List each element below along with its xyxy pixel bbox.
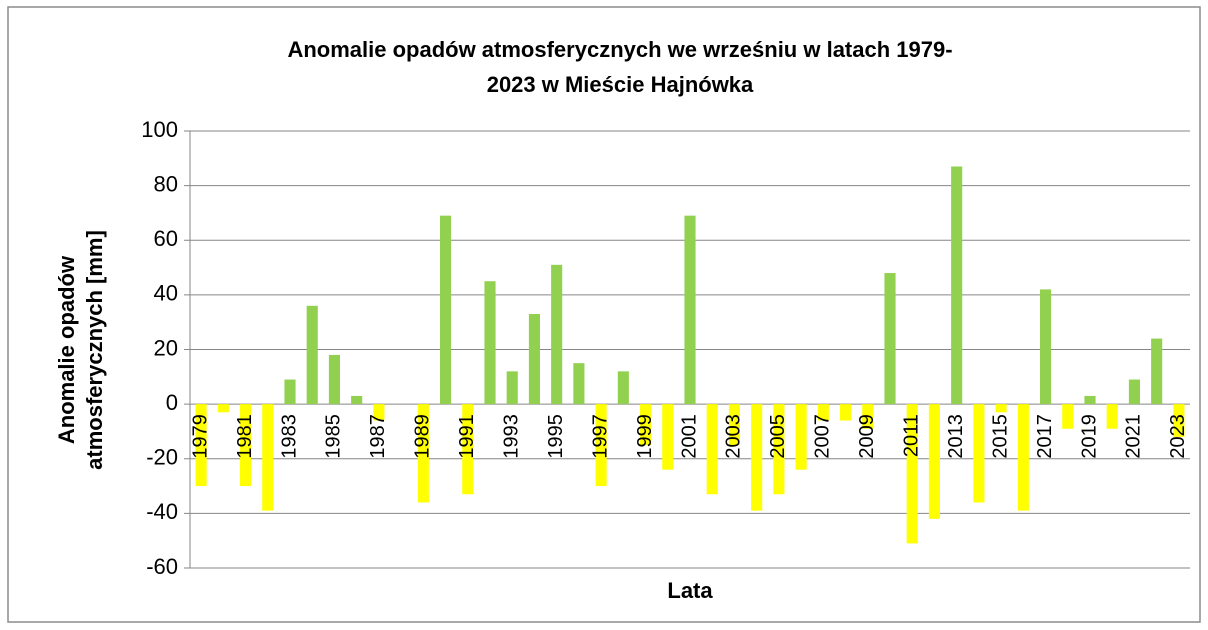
y-tick-label: -20 <box>146 445 178 470</box>
bar <box>1173 404 1185 437</box>
x-tick-label: 1999 <box>634 414 656 459</box>
bar <box>262 404 274 511</box>
chart-title: Anomalie opadów atmosferycznych we wrześ… <box>287 37 952 62</box>
bar <box>195 404 207 487</box>
x-tick-label: 2007 <box>812 414 834 459</box>
x-tick-label: 2009 <box>856 414 878 459</box>
bar <box>928 404 940 519</box>
bar <box>773 404 785 495</box>
bar <box>328 354 340 405</box>
bar <box>1040 289 1052 405</box>
bar <box>306 305 318 405</box>
bar <box>751 404 763 511</box>
bar <box>595 404 607 487</box>
bar <box>817 404 829 421</box>
x-tick-label: 1987 <box>367 414 389 459</box>
bar <box>217 404 229 413</box>
y-tick-label: -40 <box>146 499 178 524</box>
bar <box>440 215 452 405</box>
bar <box>484 281 496 405</box>
x-tick-label: 1981 <box>234 414 256 459</box>
x-tick-label: 1997 <box>589 414 611 459</box>
y-axis-title: Anomalie opadów <box>54 255 79 444</box>
y-tick-label: 60 <box>154 226 178 251</box>
bar <box>640 404 652 446</box>
x-tick-label: 2013 <box>945 414 967 459</box>
x-tick-label: 2017 <box>1034 414 1056 459</box>
bar <box>1106 404 1118 429</box>
bar <box>884 273 896 405</box>
x-tick-label: 1995 <box>545 414 567 459</box>
bar <box>973 404 985 503</box>
bar <box>351 395 363 405</box>
chart-title: 2023 w Mieście Hajnówka <box>487 72 754 97</box>
y-tick-label: 80 <box>154 171 178 196</box>
bar <box>795 404 807 470</box>
bar <box>284 379 296 405</box>
bar <box>728 404 740 446</box>
bar <box>1017 404 1029 511</box>
bar <box>951 166 963 405</box>
bar <box>862 404 874 429</box>
bar <box>528 313 540 405</box>
x-tick-label: 2023 <box>1167 414 1189 459</box>
bar <box>995 404 1007 413</box>
bar <box>662 404 674 470</box>
x-tick-label: 2005 <box>767 414 789 459</box>
bar <box>1151 338 1163 405</box>
bar <box>906 404 918 544</box>
y-tick-label: 20 <box>154 335 178 360</box>
x-tick-label: 2003 <box>723 414 745 459</box>
bar <box>417 404 429 503</box>
x-tick-label: 1979 <box>189 414 211 459</box>
bar <box>373 404 385 421</box>
bar <box>573 363 585 405</box>
y-tick-label: 100 <box>141 117 178 142</box>
bar <box>684 215 696 405</box>
x-tick-label: 2001 <box>678 414 700 459</box>
bar <box>551 264 563 405</box>
y-tick-label: 0 <box>166 390 178 415</box>
y-tick-label: 40 <box>154 281 178 306</box>
x-tick-label: 1993 <box>501 414 523 459</box>
y-tick-label: -60 <box>146 554 178 579</box>
y-axis-title: atmosferycznych [mm] <box>82 230 107 470</box>
bar <box>1084 395 1096 405</box>
bar <box>506 371 518 405</box>
bar <box>1128 379 1140 405</box>
x-tick-label: 2021 <box>1123 414 1145 459</box>
x-tick-label: 2019 <box>1078 414 1100 459</box>
x-tick-label: 2015 <box>989 414 1011 459</box>
bar <box>1062 404 1074 429</box>
x-tick-label: 1983 <box>278 414 300 459</box>
bar <box>240 404 252 487</box>
bar <box>462 404 474 495</box>
x-tick-label: 1991 <box>456 414 478 459</box>
chart-frame <box>7 6 1201 623</box>
bar <box>706 404 718 495</box>
bar <box>840 404 852 421</box>
x-axis-title: Lata <box>667 578 713 603</box>
bar <box>617 371 629 405</box>
x-tick-label: 2011 <box>901 414 923 457</box>
x-tick-label: 1985 <box>323 414 345 459</box>
x-tick-label: 1989 <box>412 414 434 459</box>
